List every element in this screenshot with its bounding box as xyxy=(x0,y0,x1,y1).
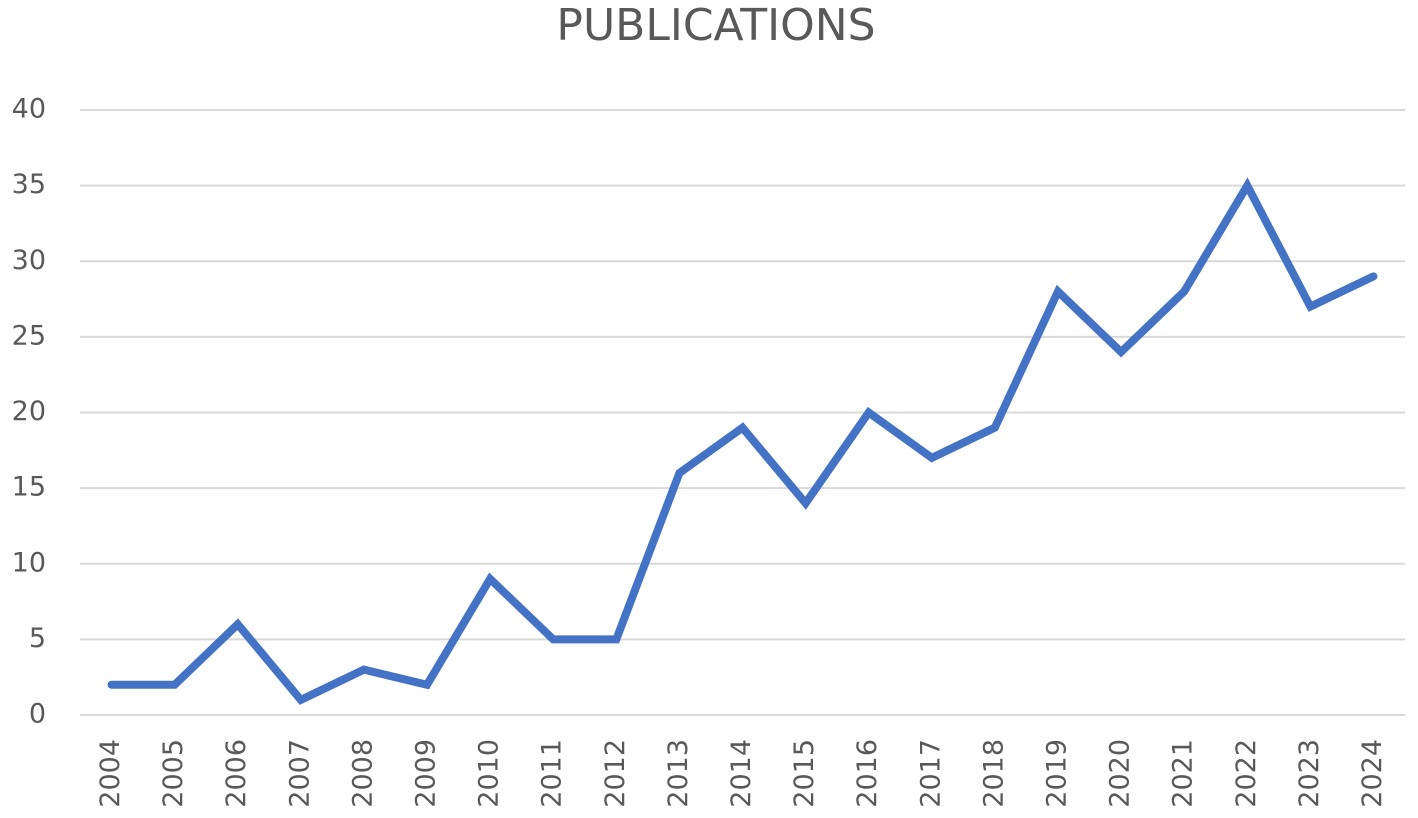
x-tick-label: 2009 xyxy=(411,739,442,808)
x-tick-label: 2014 xyxy=(726,739,757,808)
x-tick-label: 2012 xyxy=(600,739,631,808)
y-tick-label: 40 xyxy=(12,94,46,125)
y-tick-label: 25 xyxy=(12,320,46,351)
x-tick-label: 2018 xyxy=(978,739,1009,808)
x-tick-label: 2004 xyxy=(95,739,126,808)
x-tick-label: 2015 xyxy=(789,739,820,808)
x-tick-label: 2017 xyxy=(915,739,946,808)
x-tick-label: 2006 xyxy=(221,739,252,808)
x-tick-label: 2011 xyxy=(537,739,568,808)
x-tick-label: 2010 xyxy=(474,739,505,808)
y-tick-label: 5 xyxy=(29,623,46,654)
x-tick-label: 2013 xyxy=(663,739,694,808)
x-tick-label: 2021 xyxy=(1168,739,1199,808)
data-line xyxy=(107,177,1378,705)
y-tick-label: 30 xyxy=(12,245,46,276)
y-tick-label: 20 xyxy=(12,396,46,427)
x-tick-label: 2019 xyxy=(1041,739,1072,808)
y-tick-label: 35 xyxy=(12,169,46,200)
x-tick-label: 2007 xyxy=(284,739,315,808)
y-tick-label: 0 xyxy=(29,699,46,730)
y-tick-label: 15 xyxy=(12,472,46,503)
x-tick-label: 2022 xyxy=(1231,739,1262,808)
y-tick-label: 10 xyxy=(12,547,46,578)
x-tick-label: 2008 xyxy=(347,739,378,808)
x-tick-label: 2016 xyxy=(852,739,883,808)
x-tick-label: 2023 xyxy=(1294,739,1325,808)
chart-title: PUBLICATIONS xyxy=(556,0,875,51)
x-tick-label: 2020 xyxy=(1105,739,1136,808)
x-tick-label: 2024 xyxy=(1357,739,1388,808)
x-tick-label: 2005 xyxy=(158,739,189,808)
